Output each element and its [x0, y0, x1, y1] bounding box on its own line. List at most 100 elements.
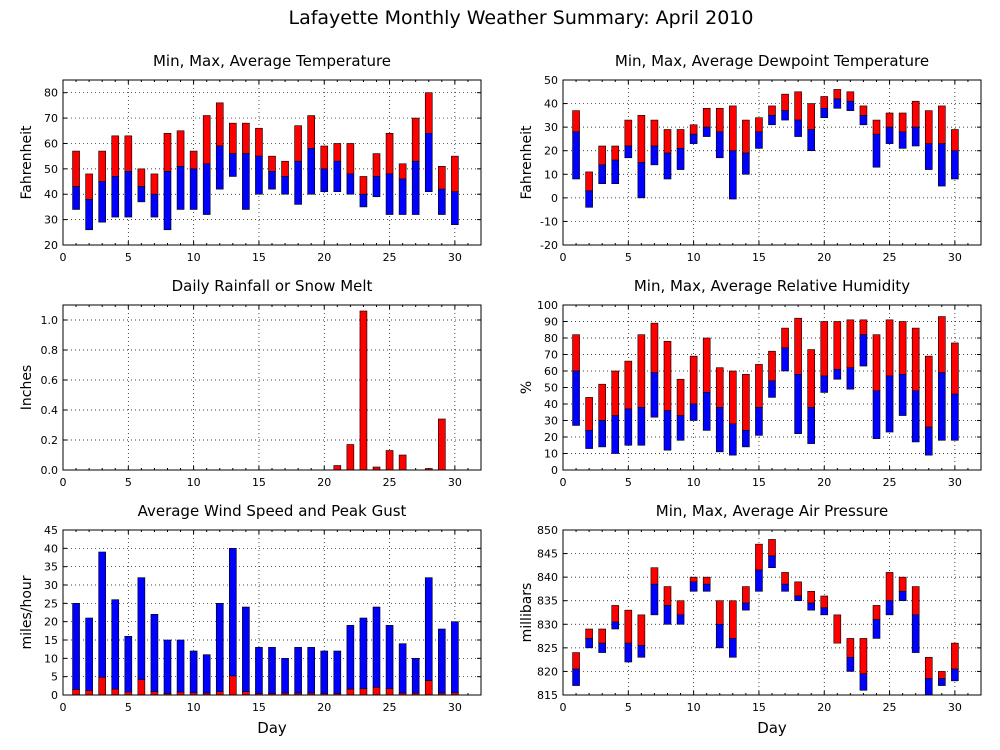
bar-min-segment — [202, 163, 211, 215]
bar-min-segment — [898, 590, 907, 602]
y-tick-label: 830 — [537, 618, 558, 631]
rain-bar — [359, 310, 368, 471]
y-tick-label: 815 — [537, 689, 558, 702]
x-tick-label: 25 — [383, 251, 397, 264]
bar-min-segment — [137, 186, 146, 203]
y-tick-label: 10 — [544, 168, 558, 181]
y-tick-label: 835 — [537, 595, 558, 608]
y-axis-label: Inches — [19, 365, 35, 410]
bar-max-segment — [911, 586, 920, 616]
bar-max-segment — [885, 572, 894, 602]
bar-max-segment — [820, 96, 829, 109]
x-tick-label: 5 — [625, 251, 632, 264]
plot-frame — [562, 529, 982, 696]
bar-max-segment — [307, 115, 315, 149]
gust-bar — [85, 617, 93, 691]
bar-min-segment — [885, 126, 894, 144]
bar-max-segment — [715, 600, 724, 625]
x-tick-label: 5 — [625, 476, 632, 489]
bar-max-segment — [598, 383, 606, 421]
y-tick-label: 20 — [544, 431, 558, 444]
bar-min-segment — [807, 406, 815, 444]
y-tick-label: -10 — [540, 215, 558, 228]
bar-max-segment — [729, 105, 737, 152]
bar-max-segment — [951, 342, 959, 395]
pressure-panel: Min, Max, Average Air Pressure millibars D… — [519, 502, 982, 737]
gust-bar — [281, 658, 289, 694]
avg-wind-bar — [72, 689, 80, 696]
bar-min-segment — [611, 621, 620, 630]
x-tick-label: 30 — [448, 251, 462, 264]
bar-max-segment — [924, 656, 933, 679]
bar-max-segment — [833, 89, 842, 100]
bar-min-segment — [163, 171, 172, 231]
y-tick-label: 90 — [544, 316, 558, 329]
bar-min-segment — [768, 555, 776, 569]
bar-min-segment — [742, 152, 750, 175]
bar-min-segment — [820, 607, 829, 616]
bar-min-segment — [951, 150, 959, 180]
bar-max-segment — [846, 319, 855, 369]
bar-max-segment — [451, 155, 459, 192]
y-tick-label: 0 — [51, 689, 58, 702]
y-tick-label: 35 — [44, 561, 58, 574]
bar-min-segment — [572, 370, 580, 426]
bar-min-segment — [150, 193, 159, 218]
bar-max-segment — [611, 370, 620, 416]
bar-max-segment — [820, 595, 829, 609]
gust-bar — [372, 606, 381, 688]
gust-bar — [215, 603, 224, 692]
bar-min-segment — [650, 372, 659, 418]
bar-max-segment — [611, 145, 620, 161]
x-tick-label: 10 — [687, 476, 701, 489]
bar-min-segment — [411, 160, 420, 215]
bar-max-segment — [911, 100, 920, 128]
bar-min-segment — [729, 638, 737, 658]
bar-min-segment — [320, 168, 329, 192]
bar-max-segment — [846, 638, 855, 658]
bar-max-segment — [320, 145, 329, 170]
bars — [72, 92, 459, 231]
y-tick-label: 30 — [44, 579, 58, 592]
bar-max-segment — [424, 92, 433, 134]
gust-bar — [242, 606, 250, 692]
x-tick-label: 0 — [560, 701, 567, 714]
x-tick-label: 10 — [687, 701, 701, 714]
y-tick-label: 30 — [44, 214, 58, 227]
bar-max-segment — [859, 319, 868, 336]
y-tick-label: 40 — [544, 398, 558, 411]
y-tick-label: 80 — [44, 87, 58, 100]
bar-max-segment — [150, 173, 159, 195]
avg-wind-bar — [98, 677, 106, 696]
avg-wind-bar — [424, 680, 433, 696]
avg-wind-bar — [229, 675, 237, 696]
bar-min-segment — [872, 619, 881, 639]
bar-max-segment — [938, 316, 946, 373]
bar-min-segment — [585, 638, 593, 649]
bar-min-segment — [729, 423, 737, 456]
bar-max-segment — [781, 572, 789, 585]
x-tick-label: 10 — [687, 251, 701, 264]
bar-max-segment — [833, 614, 842, 644]
x-tick-label: 5 — [125, 701, 132, 714]
x-tick-label: 10 — [187, 701, 201, 714]
x-tick-label: 20 — [317, 701, 331, 714]
bar-max-segment — [663, 340, 672, 411]
bar-max-segment — [124, 135, 133, 172]
x-tick-label: 25 — [883, 476, 897, 489]
bar-max-segment — [768, 350, 776, 382]
bar-min-segment — [676, 148, 685, 170]
y-tick-label: 10 — [544, 448, 558, 461]
bar-max-segment — [585, 171, 593, 192]
gust-bar — [189, 650, 198, 694]
bar-max-segment — [898, 112, 907, 133]
bar-max-segment — [398, 163, 407, 180]
gust-bar — [307, 647, 315, 694]
y-tick-label: 60 — [44, 137, 58, 150]
bar-min-segment — [598, 420, 606, 448]
bar-max-segment — [689, 124, 698, 135]
y-tick-label: 50 — [544, 74, 558, 87]
bar-max-segment — [242, 122, 250, 154]
y-axis-label: millibars — [519, 583, 535, 643]
bar-min-segment — [794, 373, 802, 434]
